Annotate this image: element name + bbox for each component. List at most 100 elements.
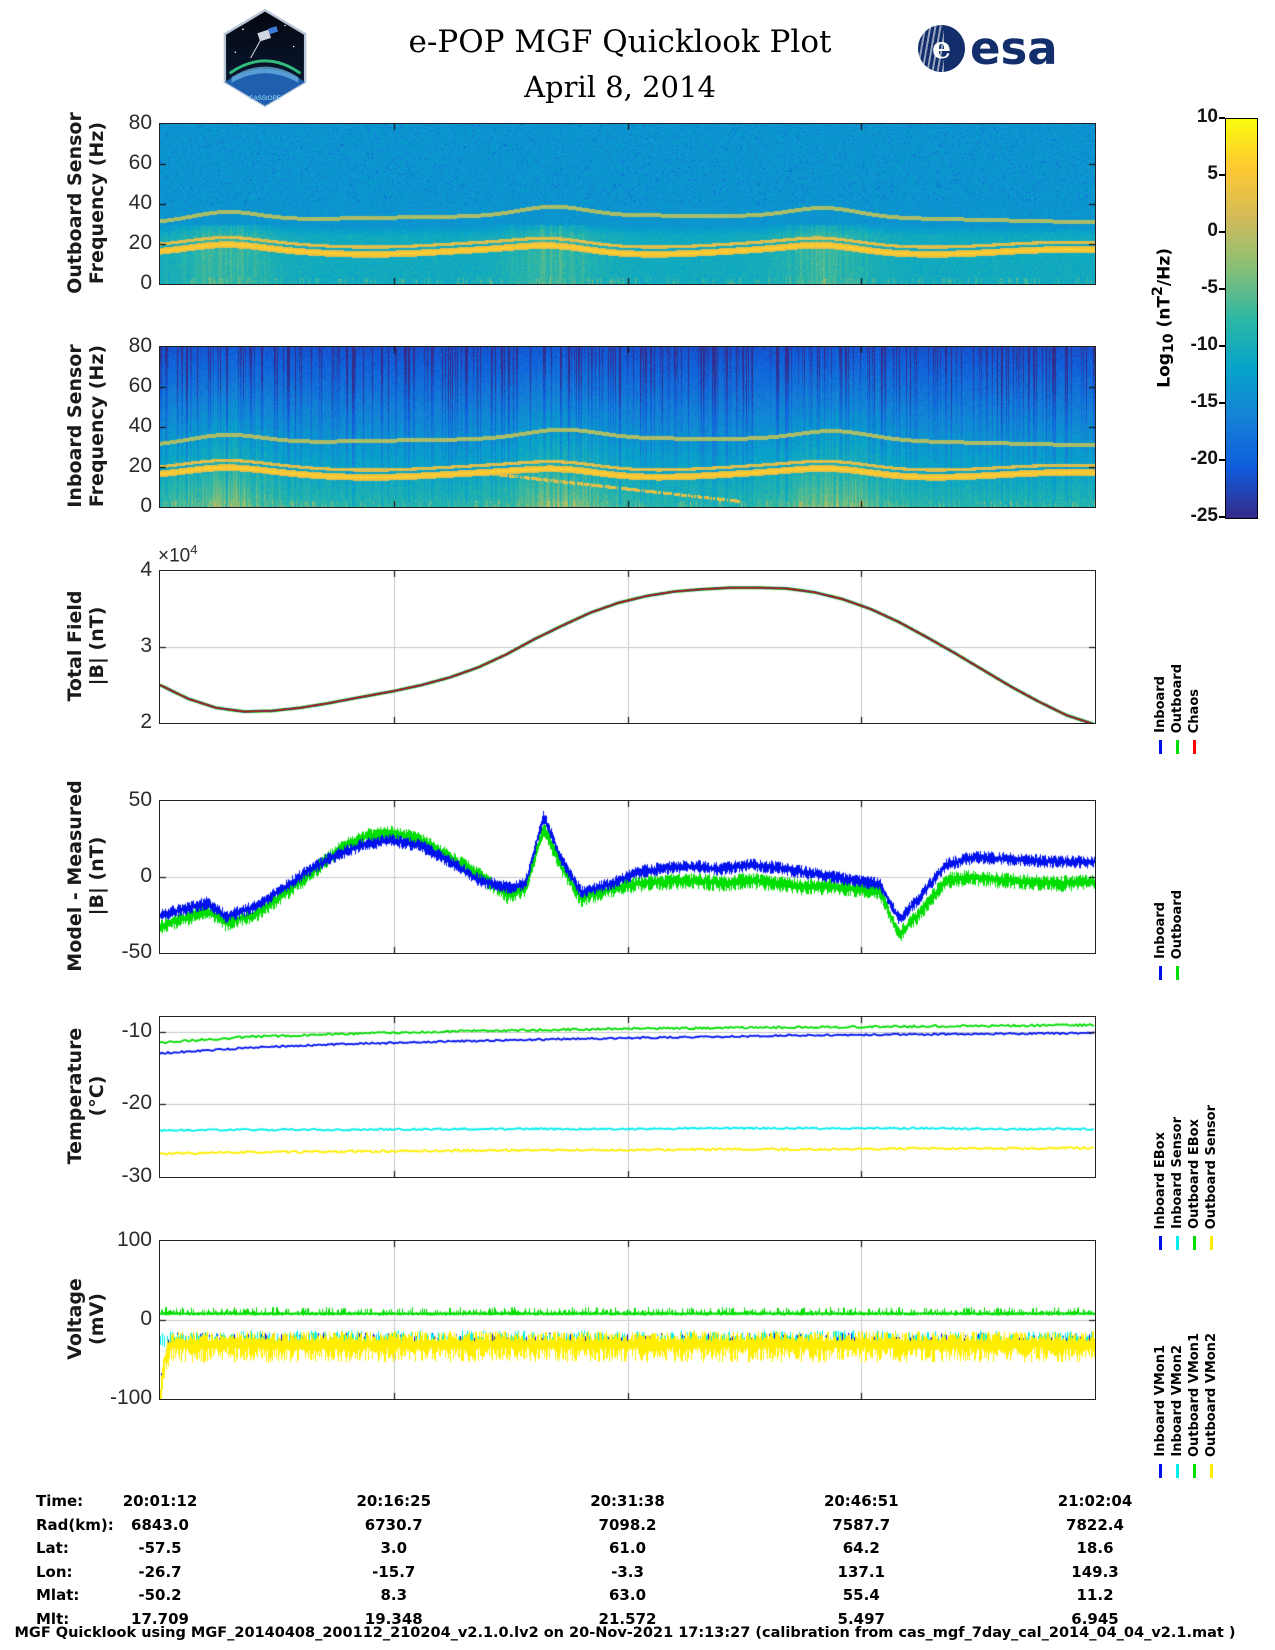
legend-color-mark	[1193, 1464, 1196, 1478]
table-cell: -3.3	[611, 1562, 644, 1581]
ytick-inboard_spectrogram-40: 40	[128, 414, 152, 437]
esa-emblem-icon: e	[918, 25, 965, 72]
table-cell: 20:16:25	[356, 1492, 432, 1510]
colorbar-label-pre: Log	[1155, 352, 1176, 388]
legend-label: Outboard EBox	[1187, 1119, 1202, 1229]
legend-label: Inboard	[1153, 676, 1168, 733]
table-cell: 20:46:51	[823, 1492, 899, 1510]
legend-item-voltage: Outboard VMon2	[1204, 1332, 1219, 1478]
table-cell: 21:02:04	[1057, 1492, 1133, 1510]
table-cell: 21.572	[598, 1609, 657, 1628]
colorbar-label-mid: (nT	[1155, 295, 1176, 333]
table-cell: 20:01:12	[122, 1492, 198, 1510]
esa-wordmark: esa	[970, 22, 1058, 75]
earth-graphic	[224, 68, 306, 106]
ytick-total_field-4: 4	[140, 558, 152, 581]
ytick-temperature--10: -10	[121, 1018, 152, 1042]
legend-label: Inboard EBox	[1153, 1131, 1168, 1229]
legend-label: Outboard VMon1	[1187, 1332, 1202, 1457]
ytick-outboard_spectrogram-20: 20	[128, 231, 152, 254]
table-cell: 19.348	[364, 1609, 423, 1628]
colorbar-tick--10: -10	[1190, 334, 1218, 355]
ytick-temperature--30: -30	[121, 1164, 152, 1187]
colorbar-label-sup: 2	[1150, 285, 1167, 296]
ytick-total_field-2: 2	[140, 710, 152, 733]
colorbar-tick-mark	[1219, 117, 1225, 119]
page-title: e-POP MGF Quicklook Plot	[408, 24, 832, 60]
colorbar-tick-mark	[1219, 231, 1225, 233]
legend-label: Outboard Sensor	[1204, 1104, 1219, 1229]
ytick-outboard_spectrogram-40: 40	[128, 191, 152, 214]
canvas-inboard_spectrogram	[160, 347, 1095, 507]
table-cell: -26.7	[138, 1562, 182, 1581]
esa-logo: e esa	[918, 22, 1058, 75]
table-cell: 6730.7	[364, 1515, 423, 1534]
table-cell: 55.4	[842, 1586, 880, 1604]
axis-multiplier-total_field: ×104	[158, 542, 198, 567]
table-cell: 64.2	[842, 1539, 880, 1557]
satellite-graphic	[257, 29, 271, 42]
table-row-label-mlt: Mlt:	[36, 1609, 70, 1628]
ytick-temperature--20: -20	[121, 1091, 152, 1115]
legend-item-total_field: Outboard	[1170, 663, 1185, 754]
legend-item-temperature: Outboard Sensor	[1204, 1104, 1219, 1250]
ytick-outboard_spectrogram-0: 0	[140, 271, 152, 294]
legend-item-total_field: Inboard	[1153, 676, 1168, 754]
ytick-voltage-0: 0	[140, 1307, 152, 1330]
ytick-model_measured-50: 50	[128, 788, 152, 811]
legend-color-mark	[1176, 1236, 1179, 1250]
canvas-total_field	[160, 571, 1095, 723]
table-cell: 61.0	[608, 1539, 647, 1557]
legend-item-voltage: Inboard VMon2	[1170, 1345, 1185, 1478]
ytick-voltage--100: -100	[109, 1386, 152, 1409]
cassiope-label: CASSIOPE	[249, 95, 281, 102]
table-cell: 18.6	[1076, 1539, 1114, 1557]
ytick-total_field-3: 3	[140, 634, 152, 657]
legend-item-temperature: Inboard EBox	[1153, 1131, 1168, 1250]
esa-emblem-letter: e	[931, 31, 952, 66]
table-cell: 63.0	[608, 1586, 647, 1604]
legend-label: Inboard VMon2	[1170, 1345, 1185, 1457]
colorbar-tick-mark	[1219, 402, 1225, 404]
plot-area-inboard_spectrogram	[159, 346, 1096, 508]
ytick-model_measured--50: -50	[121, 940, 152, 963]
legend-voltage: Inboard VMon1 Inboard VMon2 Outboard VMon1…	[1153, 1240, 1219, 1478]
ytick-inboard_spectrogram-0: 0	[140, 494, 152, 517]
table-cell: 5.497	[837, 1609, 885, 1628]
colorbar-tick--15: -15	[1190, 391, 1218, 412]
legend-item-voltage: Outboard VMon1	[1187, 1332, 1202, 1478]
colorbar-tick-mark	[1219, 459, 1225, 461]
legend-label: Outboard	[1170, 663, 1185, 733]
page-subtitle: April 8, 2014	[524, 70, 716, 104]
colorbar	[1225, 118, 1258, 519]
table-cell: 17.709	[131, 1609, 189, 1628]
table-cell: 3.0	[380, 1539, 408, 1557]
legend-label: Inboard	[1153, 902, 1168, 959]
ytick-inboard_spectrogram-60: 60	[128, 374, 152, 397]
legend-color-mark	[1159, 1464, 1162, 1478]
legend-color-mark	[1176, 1464, 1179, 1478]
table-row-label-mlat: Mlat:	[36, 1586, 80, 1604]
legend-label: Inboard VMon1	[1153, 1345, 1168, 1457]
legend-color-mark	[1193, 1236, 1196, 1250]
table-row-label-time: Time:	[36, 1492, 84, 1510]
table-cell: 137.1	[837, 1562, 885, 1581]
ytick-inboard_spectrogram-20: 20	[128, 454, 152, 477]
legend-color-mark	[1159, 1236, 1162, 1250]
aurora-graphic	[228, 59, 302, 75]
plot-area-outboard_spectrogram	[159, 123, 1096, 285]
table-cell: -50.2	[138, 1586, 182, 1604]
ytick-voltage-100: 100	[116, 1228, 152, 1251]
canvas-outboard_spectrogram	[160, 124, 1095, 284]
colorbar-tick-mark	[1219, 288, 1225, 290]
legend-color-mark	[1176, 740, 1179, 754]
legend-color-mark	[1159, 740, 1162, 754]
plot-area-model_measured	[159, 800, 1096, 954]
table-cell: 7098.2	[598, 1515, 657, 1534]
legend-label: Outboard VMon2	[1204, 1332, 1219, 1457]
canvas-voltage	[160, 1241, 1095, 1399]
legend-color-mark	[1176, 966, 1179, 980]
footer-caption: MGF Quicklook using MGF_20140408_200112_…	[14, 1625, 1236, 1641]
legend-color-mark	[1159, 966, 1162, 980]
